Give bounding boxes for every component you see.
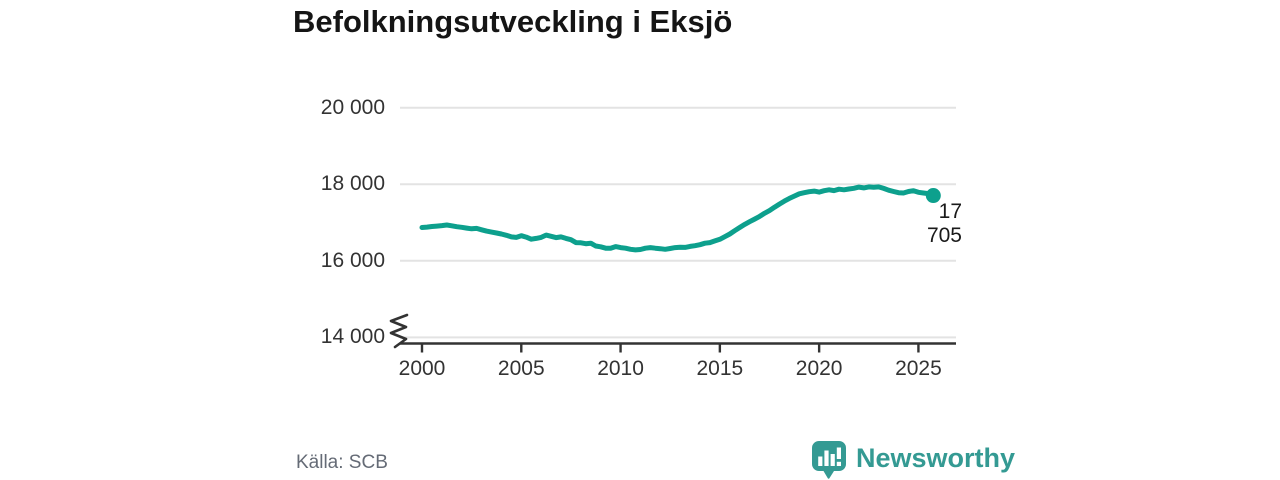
chart-title: Befolkningsutveckling i Eksjö bbox=[293, 4, 733, 39]
newsworthy-logo: Newsworthy bbox=[812, 441, 1015, 479]
y-tick-label: 20 000 bbox=[320, 95, 385, 119]
source-label: Källa: SCB bbox=[296, 452, 388, 473]
x-tick-label: 2020 bbox=[795, 357, 843, 380]
y-tick-label: 14 000 bbox=[320, 325, 385, 349]
gridlines bbox=[400, 106, 956, 339]
end-point-marker bbox=[925, 188, 941, 204]
axis-break-icon bbox=[389, 313, 409, 349]
x-tick-label: 2000 bbox=[398, 357, 446, 380]
y-tick-label: 18 000 bbox=[320, 172, 385, 196]
x-tick-label: 2010 bbox=[597, 357, 644, 380]
x-tick-label: 2025 bbox=[895, 357, 942, 380]
newsworthy-wordmark: Newsworthy bbox=[856, 443, 1016, 473]
newsworthy-icon bbox=[812, 441, 846, 479]
x-tick-label: 2005 bbox=[497, 357, 545, 380]
y-tick-label: 16 000 bbox=[320, 248, 385, 272]
population-line bbox=[419, 184, 936, 253]
x-tick-label: 2015 bbox=[696, 357, 744, 380]
x-axis bbox=[400, 342, 956, 353]
end-value-label: 17 705 bbox=[926, 200, 962, 247]
